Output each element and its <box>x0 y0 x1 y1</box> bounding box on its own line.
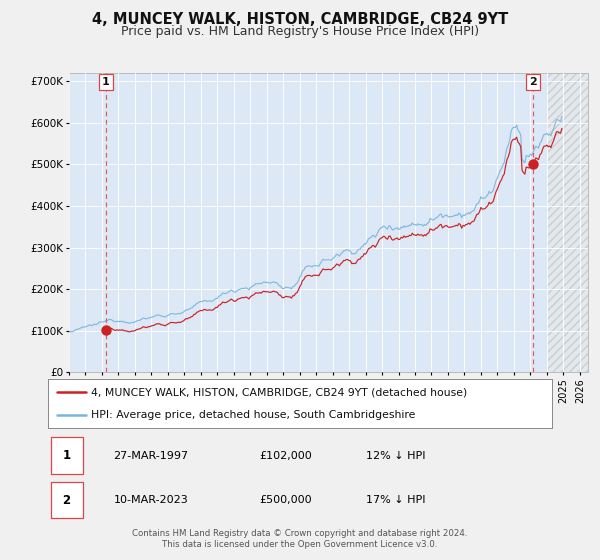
Text: 2: 2 <box>530 77 538 87</box>
FancyBboxPatch shape <box>50 482 83 519</box>
FancyBboxPatch shape <box>50 437 83 474</box>
Text: 17% ↓ HPI: 17% ↓ HPI <box>365 496 425 505</box>
Text: 1: 1 <box>102 77 109 87</box>
Text: Price paid vs. HM Land Registry's House Price Index (HPI): Price paid vs. HM Land Registry's House … <box>121 25 479 38</box>
Text: £102,000: £102,000 <box>260 451 313 460</box>
Text: This data is licensed under the Open Government Licence v3.0.: This data is licensed under the Open Gov… <box>163 540 437 549</box>
Text: 10-MAR-2023: 10-MAR-2023 <box>113 496 188 505</box>
Text: 27-MAR-1997: 27-MAR-1997 <box>113 451 188 460</box>
Text: 2: 2 <box>62 494 71 507</box>
Text: 12% ↓ HPI: 12% ↓ HPI <box>365 451 425 460</box>
Text: HPI: Average price, detached house, South Cambridgeshire: HPI: Average price, detached house, Sout… <box>91 410 415 420</box>
Bar <box>547 73 588 372</box>
Text: Contains HM Land Registry data © Crown copyright and database right 2024.: Contains HM Land Registry data © Crown c… <box>132 529 468 538</box>
Text: £500,000: £500,000 <box>260 496 313 505</box>
Text: 4, MUNCEY WALK, HISTON, CAMBRIDGE, CB24 9YT (detached house): 4, MUNCEY WALK, HISTON, CAMBRIDGE, CB24 … <box>91 388 467 398</box>
Text: 1: 1 <box>62 449 71 462</box>
Text: 4, MUNCEY WALK, HISTON, CAMBRIDGE, CB24 9YT: 4, MUNCEY WALK, HISTON, CAMBRIDGE, CB24 … <box>92 12 508 27</box>
